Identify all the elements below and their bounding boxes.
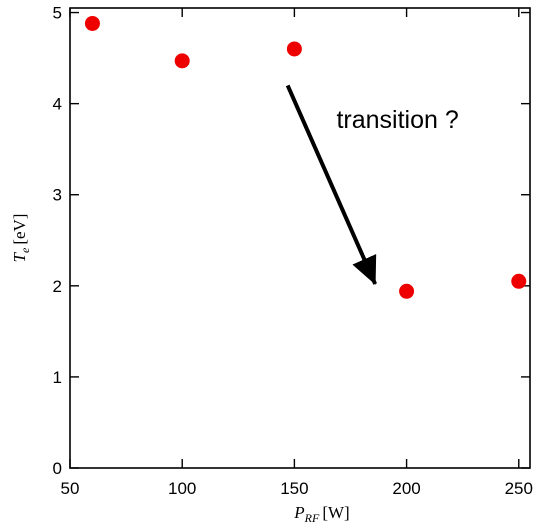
plot-frame — [69, 7, 531, 469]
annotation-arrow — [285, 84, 378, 285]
x-tick-label: 150 — [280, 479, 308, 498]
tick-labels: 50 100 150 200 250 0 1 2 3 4 5 — [53, 4, 533, 498]
x-tick-label: 200 — [392, 479, 420, 498]
data-point — [286, 41, 302, 57]
y-tick-label: 2 — [53, 277, 62, 296]
annotation-text: transition ? — [336, 106, 458, 134]
x-tick-label: 50 — [61, 479, 80, 498]
y-tick-label: 0 — [53, 459, 62, 478]
x-tick-label: 100 — [168, 479, 196, 498]
x-axis-label: PRF [W] — [293, 503, 349, 525]
y-tick-label: 3 — [53, 186, 62, 205]
y-tick-label: 4 — [53, 95, 62, 114]
y-tick-label: 5 — [53, 4, 62, 23]
data-point — [399, 283, 415, 299]
y-tick-label: 1 — [53, 368, 62, 387]
data-points — [84, 15, 527, 299]
data-point — [511, 273, 527, 289]
axis-ticks — [69, 8, 530, 469]
annotations: transition ? — [285, 84, 459, 285]
data-point — [174, 53, 190, 69]
x-tick-label: 250 — [505, 479, 533, 498]
data-point — [84, 15, 100, 31]
y-axis-label: Te[eV] — [10, 214, 32, 263]
